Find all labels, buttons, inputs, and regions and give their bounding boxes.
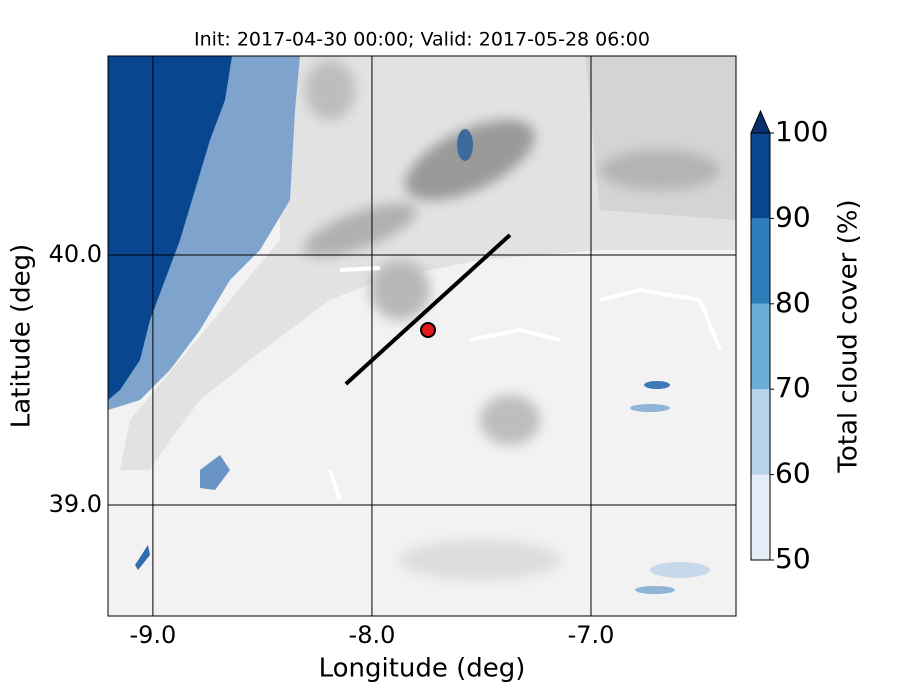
chart-title: Init: 2017-04-30 00:00; Valid: 2017-05-2… [194, 29, 650, 51]
colorbar-label: Total cloud cover (%) [834, 199, 864, 473]
cloud-area [650, 562, 710, 578]
transect-line [344, 233, 512, 386]
cloud-area [630, 404, 670, 412]
colorbar-tick-label: 90 [775, 200, 811, 233]
y-axis-label: Latitude (deg) [7, 244, 37, 429]
colorbar-segment [751, 389, 770, 475]
colorbar-tick-label: 100 [775, 115, 828, 148]
map-background [108, 56, 736, 616]
colorbar-segment [751, 133, 770, 219]
x-tick-label: -9.0 [129, 621, 176, 649]
colorbar-tick-label: 60 [775, 457, 811, 490]
colorbar-frame [750, 132, 771, 561]
x-tick-label: -8.0 [349, 621, 396, 649]
cloud-area [457, 129, 473, 161]
colorbar-tick-label: 70 [775, 371, 811, 404]
cloud-area [200, 455, 230, 490]
location-point [420, 322, 437, 338]
colorbar-segment [751, 218, 770, 304]
colorbar-extend [750, 109, 771, 134]
colorbar-tick-label: 50 [775, 542, 811, 575]
terrain [585, 56, 736, 220]
colorbar-segment [751, 303, 770, 390]
cloud-area [644, 381, 670, 389]
relief [303, 60, 720, 580]
x-tick-label: -7.0 [568, 621, 615, 649]
x-axis-label: Longitude (deg) [319, 654, 526, 684]
y-tick-label: 39.0 [49, 490, 102, 518]
grid [108, 56, 736, 616]
colorbar-tick-label: 80 [775, 286, 811, 319]
cloud-area [635, 586, 675, 594]
colorbar-segment [751, 474, 770, 560]
terrain [120, 56, 736, 470]
cloud-area [135, 545, 150, 570]
plot-frame [107, 55, 737, 617]
cloud-area [108, 56, 232, 400]
river [328, 266, 722, 501]
y-tick-label: 40.0 [49, 240, 102, 268]
